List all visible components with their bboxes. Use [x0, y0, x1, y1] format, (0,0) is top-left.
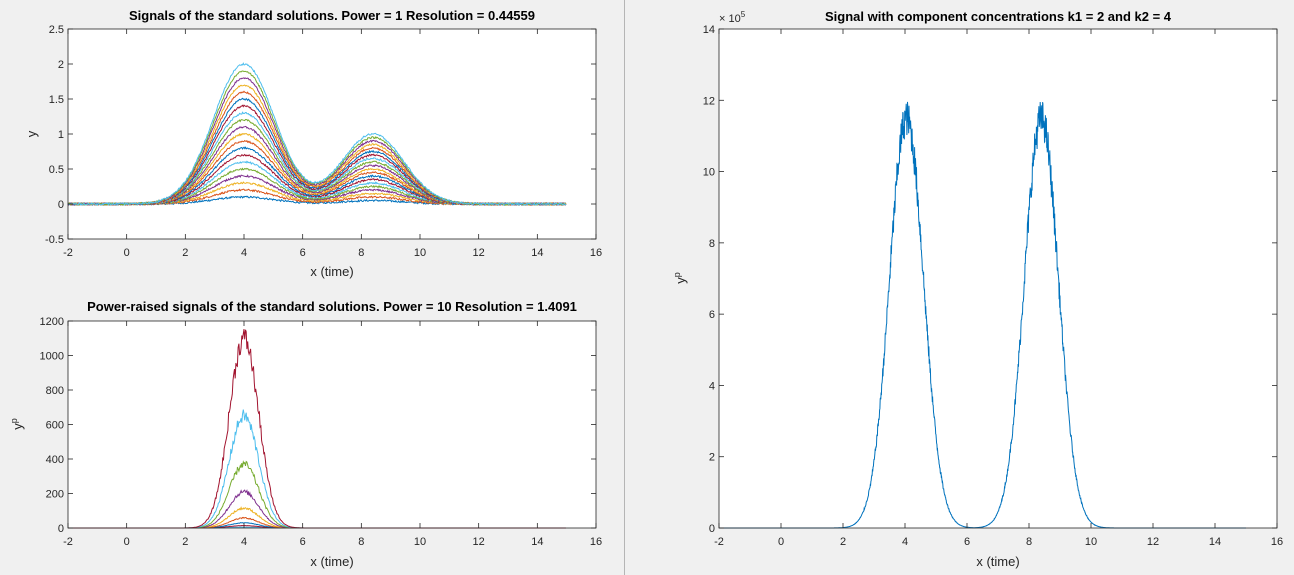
y-tick-label: 0	[58, 199, 64, 211]
x-tick-label: 10	[414, 247, 426, 259]
y-tick-label: 400	[46, 454, 64, 466]
y-tick-label: 200	[46, 489, 64, 501]
x-tick-label: 14	[531, 247, 543, 259]
y-tick-label: 14	[703, 24, 715, 36]
y-exponent-base: × 10	[719, 13, 741, 25]
x-tick-label: 14	[1209, 536, 1221, 548]
x-tick-label: 4	[241, 247, 247, 259]
y-tick-label: 6	[709, 309, 715, 321]
x-tick-label: 10	[414, 536, 426, 548]
y-tick-label: 2	[709, 452, 715, 464]
x-tick-label: 16	[590, 536, 602, 548]
y-tick-label: 800	[46, 385, 64, 397]
chart-power-raised-signals: Power-raised signals of the standard sol…	[9, 299, 602, 569]
x-tick-label: 2	[182, 247, 188, 259]
y-tick-label: -0.5	[45, 234, 64, 246]
x-tick-label: 2	[840, 536, 846, 548]
x-tick-label: 0	[124, 247, 130, 259]
chart-title: Signals of the standard solutions. Power…	[129, 8, 535, 23]
plot-area	[719, 29, 1277, 528]
y-axis-label-base: y	[673, 277, 688, 284]
axes: -2 0 2 4 6 8 10 12 14 16 -0.5 0 0.5 1 1.5 2 2.5	[45, 24, 602, 259]
y-tick-label: 2.5	[49, 24, 64, 36]
plot-area	[68, 29, 596, 239]
y-tick-label: 0.5	[49, 164, 64, 176]
x-tick-label: 4	[241, 536, 247, 548]
axes-box	[718, 28, 1278, 529]
x-axis-label: x (time)	[310, 554, 353, 569]
chart-component-signal: Signal with component concentrations k1 …	[672, 9, 1283, 569]
x-tick-label: 8	[1026, 536, 1032, 548]
y-axis-label: yp	[9, 418, 25, 430]
y-tick-label: 4	[709, 380, 715, 392]
series-group	[67, 62, 567, 207]
y-tick-label: 1000	[40, 351, 64, 363]
y-axis-label: y	[24, 130, 39, 137]
y-tick-label: 8	[709, 238, 715, 250]
x-tick-label: 12	[1147, 536, 1159, 548]
series-line	[67, 62, 567, 206]
x-tick-label: 16	[1271, 536, 1283, 548]
y-axis-label-base: y	[10, 423, 25, 430]
x-tick-label: 6	[300, 247, 306, 259]
x-tick-label: 6	[300, 536, 306, 548]
x-tick-label: 16	[590, 247, 602, 259]
x-tick-label: 0	[124, 536, 130, 548]
x-tick-label: 12	[473, 536, 485, 548]
chart-standard-signals: Signals of the standard solutions. Power…	[24, 8, 602, 279]
chart-title: Power-raised signals of the standard sol…	[87, 299, 577, 314]
y-tick-label: 10	[703, 167, 715, 179]
x-tick-label: 12	[473, 247, 485, 259]
y-axis-label-sup: p	[9, 418, 19, 423]
x-axis-label: x (time)	[310, 264, 353, 279]
x-tick-label: -2	[63, 536, 73, 548]
y-tick-label: 2	[58, 59, 64, 71]
x-tick-label: 6	[964, 536, 970, 548]
x-tick-label: -2	[63, 247, 73, 259]
chart-title: Signal with component concentrations k1 …	[825, 9, 1172, 24]
x-tick-label: 8	[358, 247, 364, 259]
y-tick-label: 1200	[40, 316, 64, 328]
x-tick-label: 10	[1085, 536, 1097, 548]
y-exponent-label: × 105	[719, 10, 746, 25]
x-tick-label: 0	[778, 536, 784, 548]
y-exponent-power: 5	[741, 10, 746, 19]
x-tick-label: 14	[531, 536, 543, 548]
x-axis-label: x (time)	[976, 554, 1019, 569]
x-tick-label: -2	[714, 536, 724, 548]
x-tick-label: 4	[902, 536, 908, 548]
y-tick-label: 600	[46, 420, 64, 432]
y-tick-label: 12	[703, 95, 715, 107]
x-tick-label: 8	[358, 536, 364, 548]
plot-area	[68, 321, 596, 528]
y-axis-label-sup: p	[672, 272, 682, 277]
y-tick-label: 1.5	[49, 94, 64, 106]
y-tick-label: 1	[58, 129, 64, 141]
y-axis-label: yp	[672, 272, 688, 284]
y-tick-label: 0	[709, 523, 715, 535]
x-tick-label: 2	[182, 536, 188, 548]
y-tick-label: 0	[58, 523, 64, 535]
